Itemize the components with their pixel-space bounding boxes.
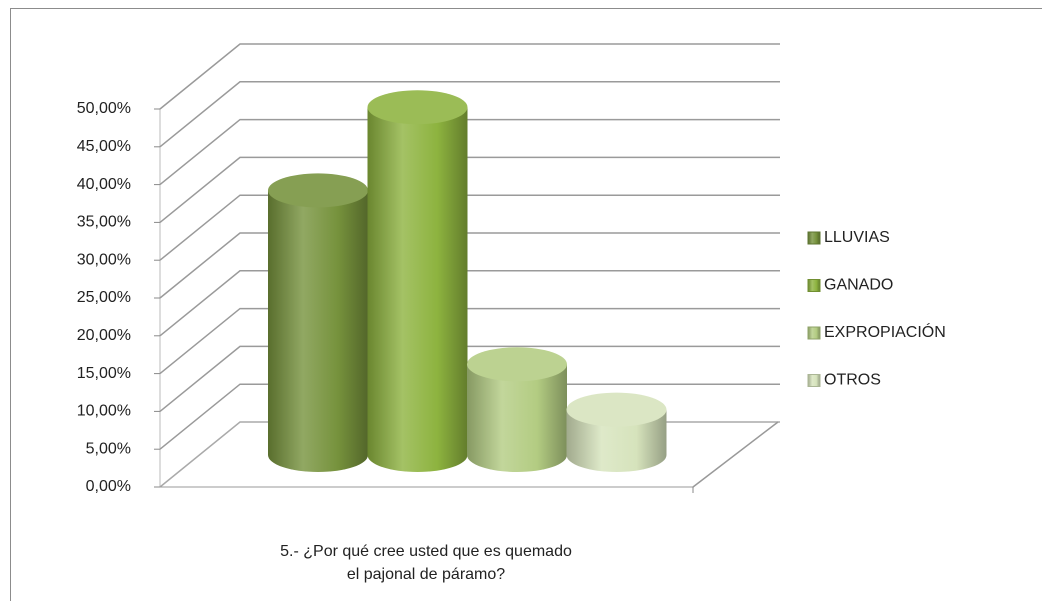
cylinder-top [367,90,468,125]
cylinder [367,90,468,472]
grid-line [159,232,780,299]
grid-line [159,43,780,110]
legend-label: GANADO [824,277,893,294]
y-tick-label: 45,00% [77,138,131,155]
grid-line [159,81,780,148]
cylinder [268,173,368,472]
legend-swatch [807,326,821,340]
legend-swatch [807,374,821,387]
y-tick-label: 40,00% [77,176,131,193]
cylinder [566,392,667,472]
grid-line [159,270,780,337]
grid-line [159,307,780,375]
cylinder-body [566,409,667,472]
y-tick-label: 0,00% [86,478,131,495]
legend-swatch [807,231,821,245]
y-tick-label: 35,00% [77,214,131,231]
legend-swatch [807,279,821,292]
y-tick-label: 30,00% [77,251,131,268]
grid-line [159,345,780,412]
legend-label: EXPROPIACIÓN [824,322,946,341]
y-tick-label: 20,00% [77,327,131,344]
y-tick-label: 15,00% [77,365,131,382]
cylinder-body [268,190,368,472]
y-tick-label: 25,00% [77,289,131,306]
x-axis-category: 5.- ¿Por qué cree usted que es quemado e… [280,543,572,583]
cylinder [467,347,567,472]
floor-right [692,421,779,488]
grid-line [159,156,780,223]
chart-border [10,8,1042,601]
y-tick-label: 5,00% [86,440,131,457]
cylinder-top [467,347,567,382]
cylinder-body [367,107,468,472]
legend-label: LLUVIAS [824,229,890,246]
y-tick-label: 50,00% [77,100,131,117]
cylinder-top [566,392,667,427]
grid-line [159,194,780,261]
y-tick-label: 10,00% [77,403,131,420]
legend-label: OTROS [824,372,881,389]
cylinder-body [467,364,567,472]
grid-line [159,118,780,186]
grid-line [159,383,780,450]
cylinder-top [268,173,368,208]
